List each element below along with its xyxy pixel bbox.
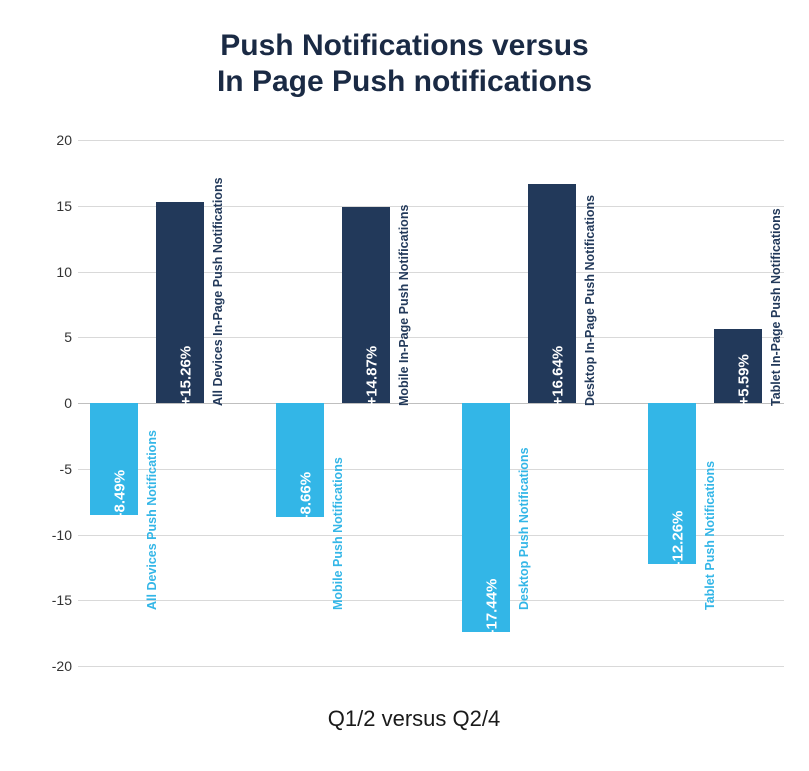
chart-area: -20-15-10-505101520-8.49%All Devices Pus… [44,140,784,700]
y-tick-label: 20 [44,132,72,148]
y-tick-label: -15 [44,592,72,608]
x-axis-label: Q1/2 versus Q2/4 [44,706,784,732]
push-bar-value: -12.26% [670,511,687,567]
push-bar-value: -17.44% [484,579,501,635]
push-bar-label: All Devices Push Notifications [145,430,159,610]
y-tick-label: -5 [44,461,72,477]
inpage-bar-value: +16.64% [550,346,567,406]
inpage-bar-label: Mobile In-Page Push Notifications [397,205,411,406]
inpage-bar-value: +14.87% [364,346,381,406]
grid-line [78,666,784,667]
inpage-bar-value: +5.59% [736,354,753,405]
plot-area: -20-15-10-505101520-8.49%All Devices Pus… [78,140,784,666]
push-bar-label: Mobile Push Notifications [331,457,345,610]
y-tick-label: 15 [44,198,72,214]
chart-title-line2: In Page Push notifications [217,65,592,98]
push-bar-value: -8.49% [112,470,129,518]
inpage-bar-value: +15.26% [178,346,195,406]
y-tick-label: 10 [44,264,72,280]
push-bar-value: -8.66% [298,472,315,520]
grid-line [78,140,784,141]
y-tick-label: 0 [44,395,72,411]
chart-title: Push Notifications versus In Page Push n… [0,0,809,100]
inpage-bar-label: All Devices In-Page Push Notifications [211,177,225,406]
inpage-bar-label: Desktop In-Page Push Notifications [583,195,597,406]
chart-title-line1: Push Notifications versus [220,29,588,62]
push-bar-label: Tablet Push Notifications [703,461,717,610]
push-bar-label: Desktop Push Notifications [517,447,531,610]
grid-line [78,600,784,601]
inpage-bar-label: Tablet In-Page Push Notifications [769,208,783,406]
y-tick-label: 5 [44,329,72,345]
y-tick-label: -10 [44,527,72,543]
y-tick-label: -20 [44,658,72,674]
